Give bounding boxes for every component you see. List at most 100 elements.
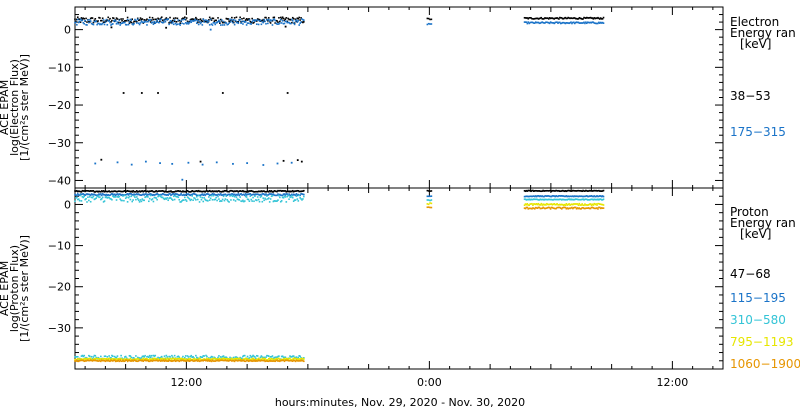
proton-data-point: [284, 190, 287, 192]
proton-data-point: [558, 206, 560, 209]
electron-data-point: [299, 19, 301, 21]
electron-data-point: [599, 22, 601, 24]
electron-data-point: [126, 18, 129, 21]
proton-data-point: [277, 357, 279, 360]
proton-data-point: [275, 359, 277, 362]
proton-data-point: [119, 193, 122, 196]
proton-data-point: [82, 196, 85, 199]
electron-data-point: [526, 22, 529, 25]
proton-data-point: [213, 357, 216, 360]
proton-data-point: [152, 354, 155, 357]
electron-data-point: [580, 17, 583, 20]
proton-data-point: [209, 356, 212, 359]
proton-data-point: [267, 357, 270, 360]
proton-data-point: [186, 359, 189, 361]
electron-data-point: [260, 19, 263, 22]
proton-data-point: [137, 360, 140, 362]
electron-data-point: [557, 22, 559, 25]
electron-data-point: [79, 18, 82, 20]
proton-data-point: [580, 204, 583, 206]
proton-data-point: [84, 198, 86, 201]
proton-data-point: [214, 194, 217, 196]
electron-data-point: [117, 22, 120, 25]
proton-data-point: [567, 195, 570, 197]
electron-data-point: [210, 19, 213, 21]
electron-data-point: [565, 21, 568, 24]
proton-data-point: [561, 198, 564, 201]
electron-data-point: [213, 20, 216, 23]
electron-data-point: [548, 17, 551, 19]
electron-data-point: [197, 23, 200, 26]
electron-data-point: [158, 18, 160, 20]
proton-data-point: [140, 194, 143, 197]
electron-data-point: [546, 21, 548, 24]
electron-data-point: [292, 17, 295, 20]
electron-data-point: [150, 19, 153, 21]
electron-data-point: [550, 17, 553, 19]
proton-data-point: [224, 356, 227, 359]
electron-data-point: [573, 22, 576, 25]
proton-data-point: [103, 190, 106, 193]
proton-data-point: [153, 196, 156, 199]
electron-data-point: [274, 22, 277, 24]
proton-data-point: [110, 190, 112, 193]
proton-data-point: [93, 198, 96, 201]
proton-data-point: [161, 190, 164, 192]
proton-data-point: [217, 190, 219, 192]
proton-data-point: [262, 356, 265, 359]
proton-data-point: [578, 195, 581, 197]
proton-data-point: [208, 199, 211, 201]
proton-data-point: [242, 193, 244, 196]
proton-data-point: [276, 194, 278, 197]
proton-data-point: [430, 199, 433, 201]
electron-data-point: [136, 17, 139, 20]
proton-data-point: [187, 193, 190, 195]
proton-data-point: [527, 208, 530, 210]
electron-data-point: [160, 21, 163, 23]
proton-data-point: [148, 358, 150, 361]
proton-data-point: [591, 203, 594, 206]
proton-data-point: [155, 358, 157, 360]
proton-data-point: [241, 359, 243, 361]
proton-data-point: [285, 193, 288, 195]
proton-data-point: [83, 358, 86, 360]
proton-data-point: [272, 358, 275, 361]
proton-data-point: [148, 360, 151, 363]
proton-data-point: [426, 199, 429, 201]
proton-data-point: [168, 355, 170, 358]
electron-data-point: [212, 17, 215, 20]
proton-data-point: [204, 359, 206, 361]
proton-data-point: [223, 357, 226, 360]
proton-data-point: [303, 193, 305, 196]
proton-data-point: [141, 359, 144, 362]
electron-data-point: [579, 17, 582, 20]
proton-data-point: [182, 355, 184, 358]
proton-data-point: [262, 359, 265, 362]
electron-data-point: [107, 20, 110, 22]
proton-data-point: [88, 199, 90, 202]
proton-data-point: [564, 189, 567, 192]
proton-data-point: [572, 189, 574, 192]
electron-data-point: [134, 18, 136, 21]
proton-data-point: [149, 359, 152, 362]
proton-data-point: [167, 358, 169, 360]
proton-data-point: [81, 359, 84, 362]
proton-data-point: [597, 190, 599, 192]
electron-data-point: [534, 21, 537, 23]
proton-data-point: [133, 193, 135, 195]
electron-data-point: [99, 23, 101, 26]
electron-data-point: [602, 22, 605, 24]
electron-data-point: [112, 17, 114, 19]
proton-data-point: [133, 191, 135, 193]
proton-data-point: [88, 193, 90, 196]
electron-data-point: [565, 17, 568, 20]
proton-data-point: [81, 195, 84, 198]
proton-data-point: [142, 360, 145, 362]
proton-data-point: [565, 190, 568, 193]
proton-data-point: [169, 355, 171, 358]
proton-data-point: [587, 195, 590, 198]
proton-data-point: [277, 193, 279, 195]
proton-data-point: [158, 193, 160, 196]
electron-data-point: [100, 19, 103, 22]
